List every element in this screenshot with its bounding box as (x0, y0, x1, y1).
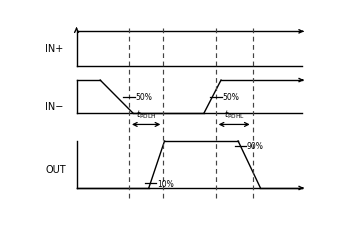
Text: 90%: 90% (247, 142, 264, 151)
Text: 50%: 50% (222, 93, 239, 102)
Text: $t_{\mathrm{PDLH}}$: $t_{\mathrm{PDLH}}$ (136, 108, 156, 121)
Text: 10%: 10% (157, 179, 174, 188)
Text: IN+: IN+ (45, 44, 63, 54)
Text: $t_{\mathrm{PDHL}}$: $t_{\mathrm{PDHL}}$ (224, 108, 245, 121)
Text: OUT: OUT (45, 164, 66, 174)
Text: IN−: IN− (45, 102, 63, 112)
Text: 50%: 50% (136, 93, 153, 102)
